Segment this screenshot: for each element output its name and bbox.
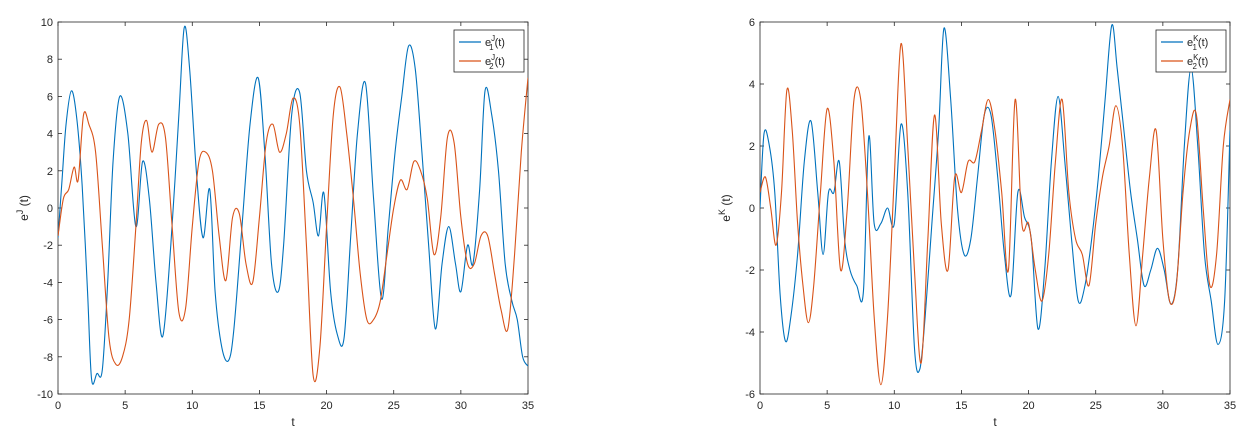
y-axis-label-base: e bbox=[17, 214, 31, 221]
x-tick-label: 0 bbox=[757, 400, 763, 412]
y-axis-label-base: e bbox=[719, 215, 733, 222]
x-tick-label: 30 bbox=[1157, 400, 1169, 412]
y-axis-label-tail: (t) bbox=[719, 194, 733, 209]
x-tick-label: 20 bbox=[1022, 400, 1034, 412]
legend-label-1: eJ 1(t) bbox=[485, 34, 505, 52]
y-axis-label: eK (t) bbox=[717, 194, 733, 221]
x-tick-label: 25 bbox=[388, 400, 400, 412]
x-tick-label: 5 bbox=[824, 400, 830, 412]
x-tick-label: 10 bbox=[888, 400, 900, 412]
y-tick-label: -2 bbox=[745, 265, 755, 277]
y-tick-label: -2 bbox=[43, 240, 53, 252]
x-tick-label: 35 bbox=[522, 400, 534, 412]
x-axis-label: t bbox=[993, 415, 997, 429]
legend-label-1: eK 1(t) bbox=[1187, 34, 1208, 52]
y-tick-label: -6 bbox=[43, 315, 53, 327]
y-tick-label: -8 bbox=[43, 352, 53, 364]
x-tick-label: 10 bbox=[186, 400, 198, 412]
legend-label-2: eJ 2(t) bbox=[485, 53, 505, 71]
y-tick-label: 4 bbox=[749, 79, 755, 91]
legend: eK 1(t)eK 2(t) bbox=[1155, 29, 1227, 73]
y-tick-label: -4 bbox=[745, 327, 755, 339]
legend-box bbox=[453, 29, 525, 73]
legend-box bbox=[1155, 29, 1227, 73]
x-tick-label: 25 bbox=[1090, 400, 1102, 412]
series-group bbox=[760, 24, 1230, 386]
y-tick-label: 6 bbox=[47, 91, 53, 103]
series-line-2 bbox=[58, 77, 528, 383]
y-tick-label: -10 bbox=[37, 389, 53, 401]
y-tick-label: 2 bbox=[749, 141, 755, 153]
y-tick-label: 6 bbox=[749, 17, 755, 29]
y-axis-label-sup: J bbox=[15, 210, 25, 215]
y-tick-label: 0 bbox=[47, 203, 53, 215]
plot-area bbox=[759, 21, 1231, 395]
series-line-1 bbox=[760, 24, 1230, 373]
x-tick-label: 15 bbox=[955, 400, 967, 412]
y-tick-label: -4 bbox=[43, 277, 53, 289]
y-tick-label: -6 bbox=[745, 389, 755, 401]
x-tick-label: 20 bbox=[320, 400, 332, 412]
x-tick-label: 15 bbox=[253, 400, 265, 412]
legend-label-2: eK 2(t) bbox=[1187, 53, 1208, 71]
y-tick-label: 10 bbox=[41, 17, 53, 29]
chart-right: 0 5 10 15 20 25 30 35 -6 -4 -2 0 2 4 6 t eK (t) eK 1(t)eK 2… bbox=[717, 17, 1236, 429]
y-tick-label: 8 bbox=[47, 54, 53, 66]
series-line-2 bbox=[760, 43, 1230, 386]
plot-area bbox=[57, 21, 529, 395]
x-axis-label: t bbox=[291, 415, 295, 429]
y-tick-label: 4 bbox=[47, 129, 53, 141]
legend: eJ 1(t)eJ 2(t) bbox=[453, 29, 525, 73]
y-axis-label: eJ (t) bbox=[15, 195, 31, 221]
series-group bbox=[58, 25, 528, 385]
y-tick-label: 2 bbox=[47, 166, 53, 178]
series-line-1 bbox=[58, 25, 528, 385]
x-tick-label: 35 bbox=[1224, 400, 1236, 412]
y-axis-label-sup: K bbox=[717, 209, 727, 215]
y-axis-label-tail: (t) bbox=[17, 195, 31, 210]
x-tick-label: 30 bbox=[455, 400, 467, 412]
x-tick-label: 5 bbox=[122, 400, 128, 412]
y-tick-label: 0 bbox=[749, 203, 755, 215]
x-tick-label: 0 bbox=[55, 400, 61, 412]
